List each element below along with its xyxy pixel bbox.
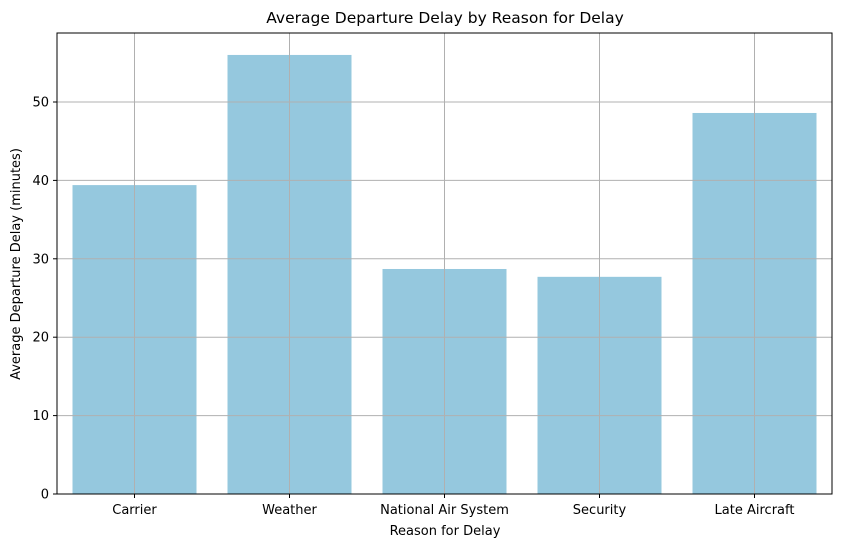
y-tick-label: 20 xyxy=(32,331,49,346)
x-axis-label: Reason for Delay xyxy=(390,524,501,539)
y-tick-label: 10 xyxy=(32,409,49,424)
y-tick-label: 30 xyxy=(32,252,49,267)
x-tick-label: Late Aircraft xyxy=(715,503,795,518)
y-tick-label: 50 xyxy=(32,95,49,110)
x-tick-label: Weather xyxy=(262,503,317,518)
y-tick-label: 40 xyxy=(32,174,49,189)
y-axis-label: Average Departure Delay (minutes) xyxy=(9,148,24,380)
plot-area: 0 10 20 30 40 50 Carrier Weather National Air Sy… xyxy=(32,32,833,518)
x-tick-label: National Air System xyxy=(380,503,509,518)
x-tick-label: Carrier xyxy=(112,503,157,518)
chart-title: Average Departure Delay by Reason for De… xyxy=(266,9,624,27)
y-tick-label: 0 xyxy=(41,488,49,503)
x-tick-label: Security xyxy=(573,503,627,518)
